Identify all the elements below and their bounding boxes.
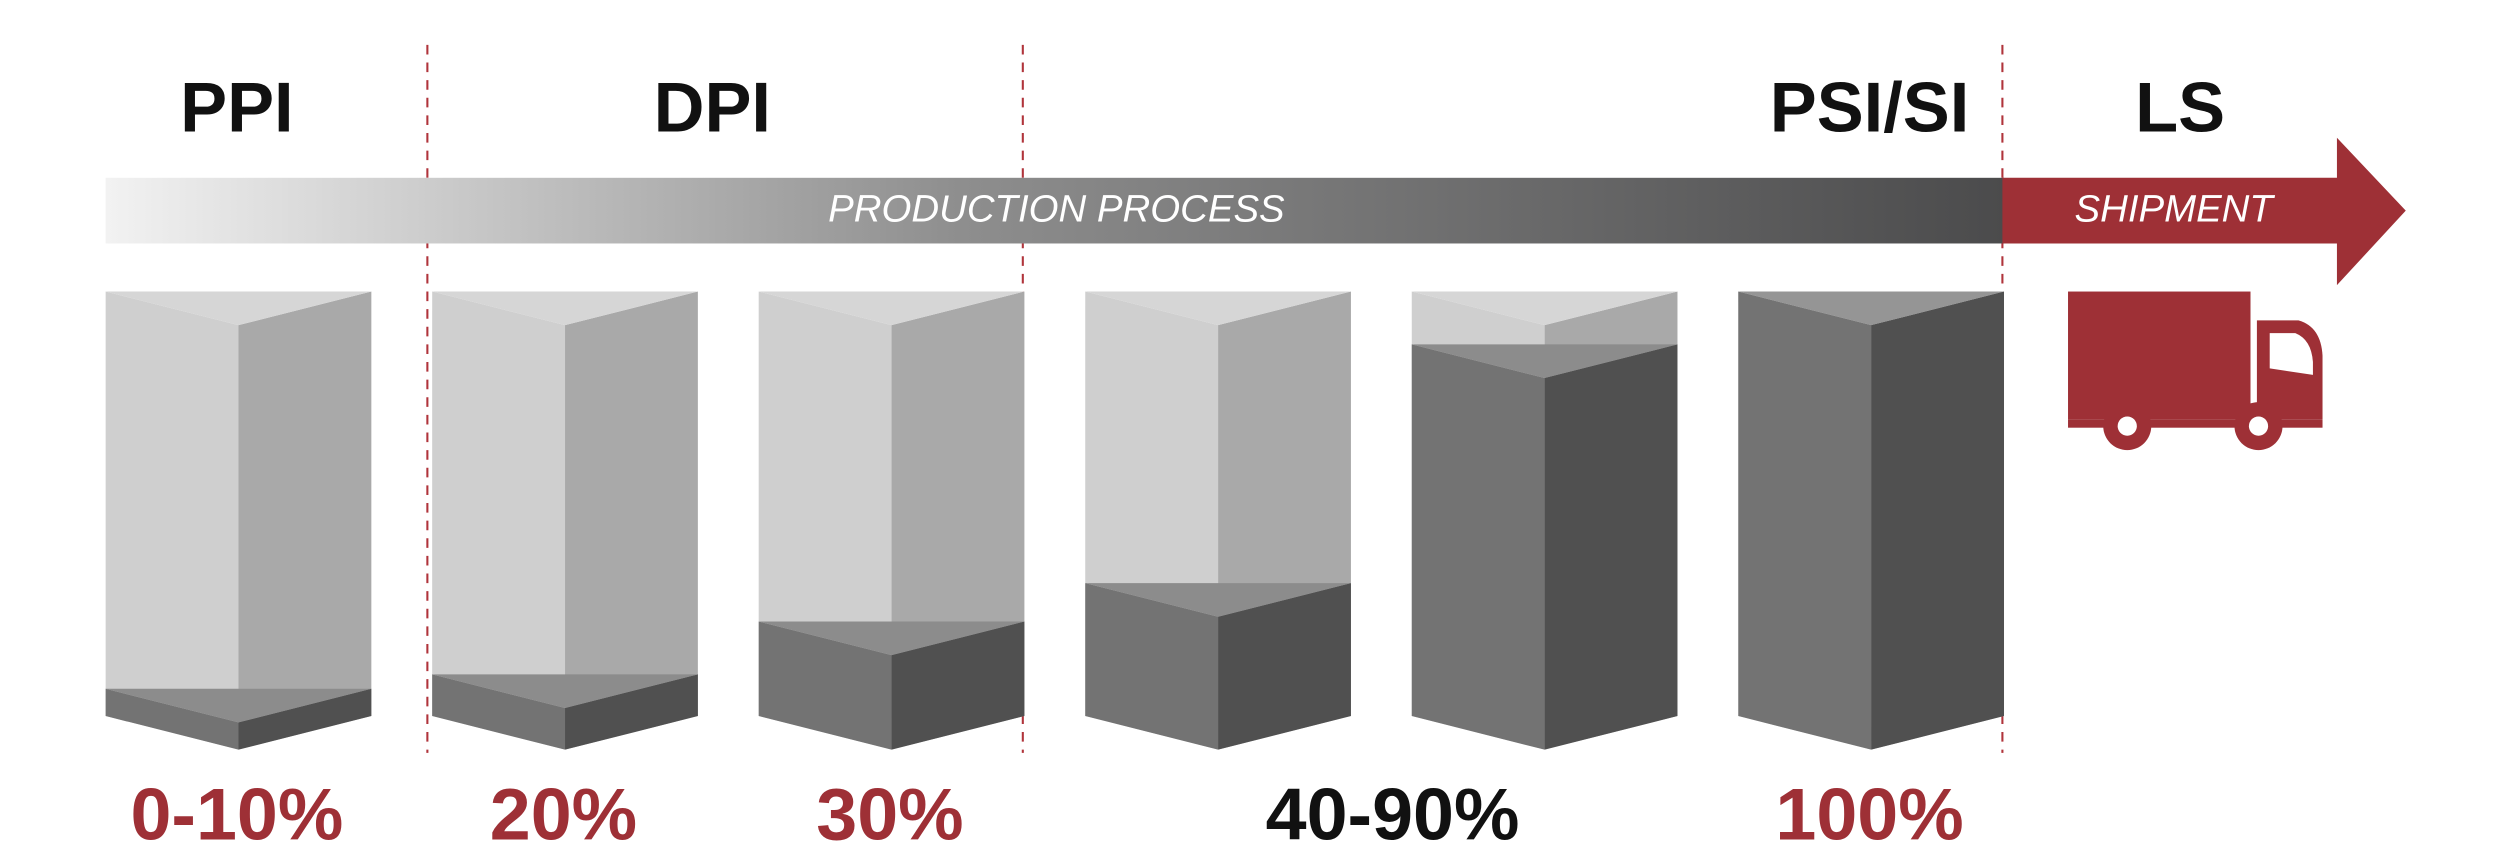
fill-left: [105, 688, 239, 750]
fill-top: [1411, 344, 1678, 379]
fill-top: [1085, 583, 1351, 617]
box-top: [432, 291, 698, 326]
fill-left: [432, 674, 566, 750]
shipment-arrow: [2002, 137, 2406, 286]
percent-label: 100%: [1775, 772, 1963, 855]
process-label: PRODUCTION PROCESS: [828, 188, 1285, 231]
box-left: [432, 291, 566, 750]
stage-label: PPI: [180, 67, 294, 146]
fill-left: [758, 621, 892, 750]
fill-top: [105, 688, 372, 723]
boxes: [105, 291, 2005, 750]
percent-label: 30%: [816, 772, 963, 855]
truck: [2068, 291, 2323, 451]
box-right: [238, 291, 372, 750]
box-right: [565, 291, 698, 750]
fill-right: [891, 621, 1025, 750]
process-bar: [105, 177, 2005, 244]
stage-label: PSI/SI: [1770, 67, 1970, 146]
box-left: [105, 291, 239, 750]
shipment-label: SHIPMENT: [2074, 188, 2275, 231]
fill-right: [238, 688, 372, 750]
wheel-hub: [2248, 416, 2269, 436]
wheel-hub: [2117, 416, 2137, 436]
fill-top: [758, 621, 1025, 656]
box-top: [105, 291, 372, 326]
truck-window: [2269, 333, 2313, 375]
fill-left: [1085, 583, 1219, 750]
fill-top: [1738, 291, 2005, 326]
stage-label: DPI: [654, 67, 771, 146]
fill-right: [1218, 583, 1351, 750]
stage-label: LS: [2135, 67, 2225, 146]
fill-left: [1738, 291, 1872, 750]
truck-base: [2068, 419, 2323, 428]
box-top: [1411, 291, 1678, 326]
fill-right: [1871, 291, 2005, 750]
fill-right: [565, 674, 698, 750]
truck-cargo: [2068, 291, 2251, 420]
percent-label: 0-10%: [130, 772, 343, 855]
fill-right: [1544, 344, 1678, 750]
fill-left: [1411, 344, 1545, 750]
box-top: [1085, 291, 1351, 326]
percent-label: 40-90%: [1266, 772, 1520, 855]
fill-top: [432, 674, 698, 709]
box-top: [758, 291, 1025, 326]
percent-label: 20%: [490, 772, 637, 855]
